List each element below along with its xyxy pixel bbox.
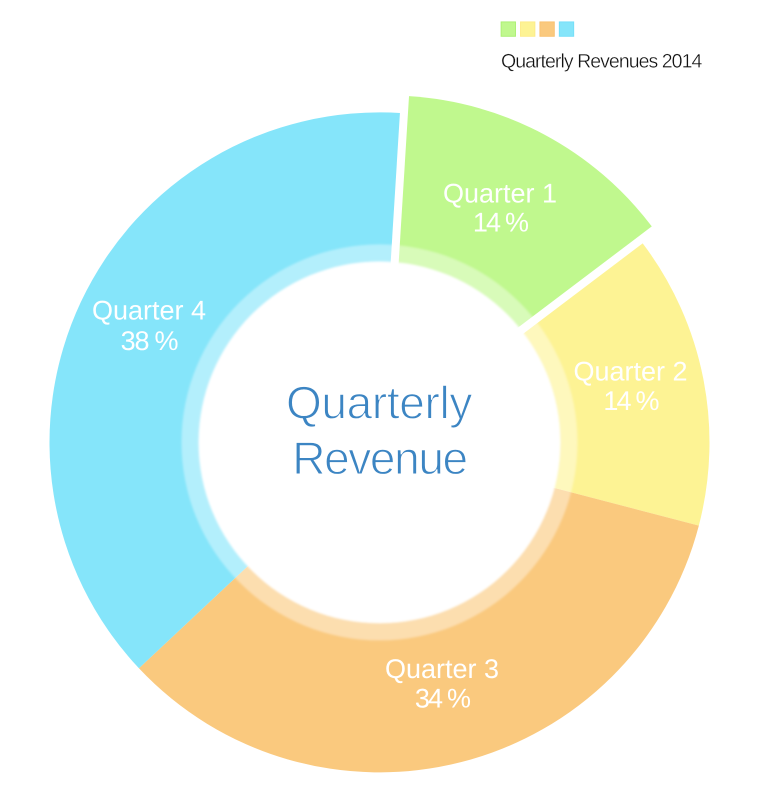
svg-text:Revenue: Revenue [292, 432, 466, 484]
svg-text:Quarter 2: Quarter 2 [573, 356, 687, 386]
svg-text:34 %: 34 % [415, 683, 471, 713]
svg-text:Quarterly: Quarterly [286, 377, 472, 429]
svg-text:38 %: 38 % [121, 326, 179, 356]
svg-text:Quarter 3: Quarter 3 [385, 654, 499, 684]
svg-text:Quarter 1: Quarter 1 [443, 178, 557, 208]
svg-text:Quarterly Revenues 2014: Quarterly Revenues 2014 [501, 51, 702, 73]
svg-text:Quarter 4: Quarter 4 [92, 296, 206, 326]
svg-text:14 %: 14 % [473, 208, 529, 238]
svg-text:14 %: 14 % [603, 386, 659, 416]
